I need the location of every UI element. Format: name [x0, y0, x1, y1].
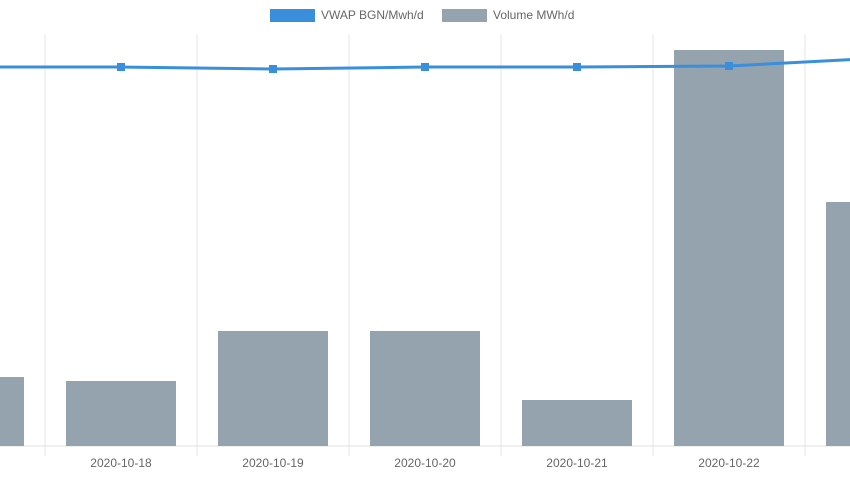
x-tick-label: 2020-10-22: [698, 456, 760, 470]
x-tick-label: 2020-10-19: [242, 456, 304, 470]
bar: [522, 400, 632, 446]
legend-swatch: [442, 9, 487, 22]
point: [117, 63, 125, 71]
bar: [66, 381, 176, 446]
x-tick-label: 2020-10-18: [90, 456, 152, 470]
point: [421, 63, 429, 71]
point: [573, 63, 581, 71]
x-tick-label: 2020-10-20: [394, 456, 456, 470]
legend-swatch: [270, 9, 315, 22]
bar: [0, 377, 24, 446]
bar: [826, 202, 850, 446]
point: [269, 65, 277, 73]
x-tick-label: 2020-10-21: [546, 456, 608, 470]
bar: [370, 331, 480, 446]
bar: [674, 50, 784, 446]
legend-label: Volume MWh/d: [493, 8, 574, 22]
bar: [218, 331, 328, 446]
legend-label: VWAP BGN/Mwh/d: [321, 8, 424, 22]
point: [725, 62, 733, 70]
